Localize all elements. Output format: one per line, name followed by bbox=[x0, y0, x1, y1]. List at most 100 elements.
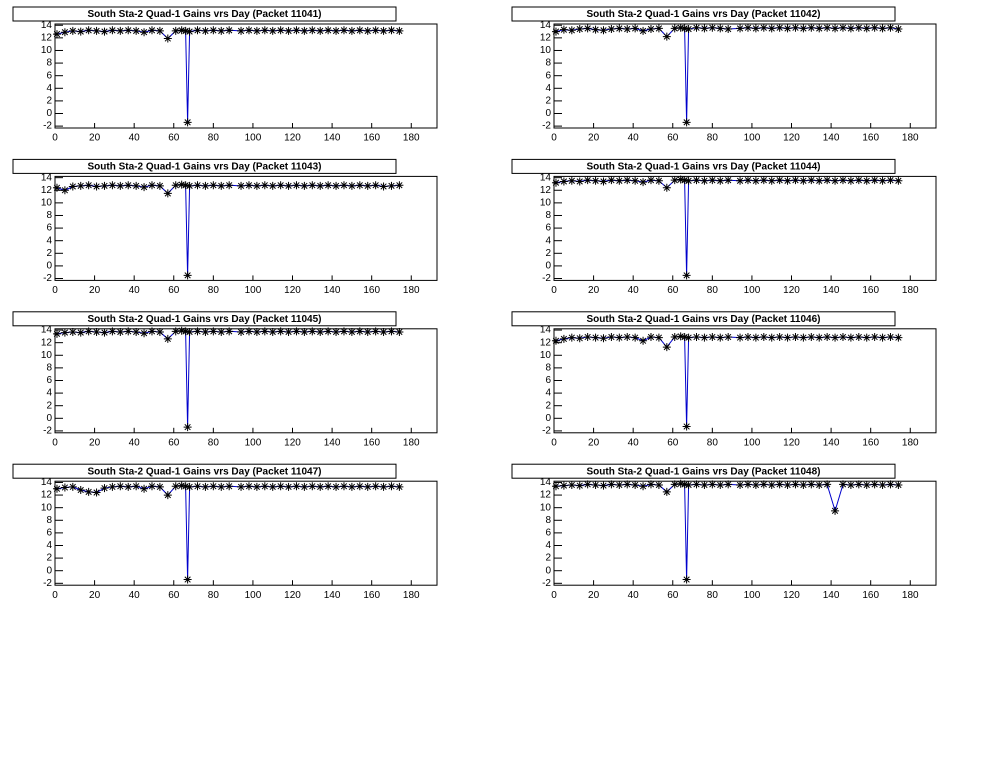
marker bbox=[185, 27, 194, 36]
marker bbox=[631, 333, 640, 342]
marker bbox=[646, 176, 655, 185]
marker bbox=[379, 327, 388, 336]
y-tick-label: 4 bbox=[545, 388, 551, 399]
marker bbox=[284, 482, 293, 491]
y-tick-label: 12 bbox=[41, 490, 53, 501]
marker bbox=[379, 482, 388, 491]
marker bbox=[284, 26, 293, 35]
marker bbox=[551, 482, 560, 491]
marker bbox=[870, 23, 879, 32]
y-tick-label: 2 bbox=[545, 248, 551, 259]
marker bbox=[736, 24, 745, 33]
marker bbox=[591, 176, 600, 185]
y-tick-label: 14 bbox=[540, 477, 552, 488]
marker bbox=[252, 181, 261, 190]
plot-frame bbox=[553, 175, 937, 281]
marker bbox=[379, 26, 388, 35]
marker bbox=[831, 176, 840, 185]
y-tick-label: 12 bbox=[41, 337, 53, 348]
marker bbox=[854, 23, 863, 32]
y-tick-label: 6 bbox=[545, 223, 551, 234]
marker bbox=[76, 27, 85, 36]
y-tick-label: 12 bbox=[540, 33, 552, 44]
marker bbox=[387, 327, 396, 336]
marker bbox=[670, 24, 679, 33]
y-tick-label: 10 bbox=[41, 45, 53, 56]
y-tick-label: 8 bbox=[545, 58, 551, 69]
marker bbox=[308, 181, 317, 190]
marker bbox=[347, 181, 356, 190]
x-tick-label: 60 bbox=[168, 133, 180, 144]
marker bbox=[268, 181, 277, 190]
marker bbox=[831, 506, 840, 515]
marker bbox=[838, 332, 847, 341]
marker bbox=[363, 181, 372, 190]
title-box bbox=[511, 6, 896, 22]
marker bbox=[615, 480, 624, 489]
marker bbox=[260, 327, 269, 336]
marker bbox=[575, 481, 584, 490]
marker bbox=[60, 483, 69, 492]
marker bbox=[395, 181, 404, 190]
chart-title: South Sta-2 Quad-1 Gains vrs Day (Packet… bbox=[587, 314, 821, 325]
marker bbox=[371, 482, 380, 491]
y-tick-label: 0 bbox=[545, 413, 551, 424]
marker bbox=[862, 176, 871, 185]
marker bbox=[147, 482, 156, 491]
marker bbox=[838, 23, 847, 32]
marker bbox=[878, 176, 887, 185]
x-tick-label: 40 bbox=[129, 133, 141, 144]
marker bbox=[355, 181, 364, 190]
x-tick-label: 120 bbox=[284, 590, 301, 601]
y-tick-label: 0 bbox=[46, 565, 52, 576]
marker bbox=[783, 333, 792, 342]
x-tick-label: 0 bbox=[551, 285, 557, 296]
title-box bbox=[12, 311, 397, 327]
marker bbox=[838, 480, 847, 489]
marker bbox=[237, 181, 246, 190]
marker bbox=[700, 480, 709, 489]
y-tick-label: 8 bbox=[545, 210, 551, 221]
y-tick-label: -2 bbox=[43, 578, 52, 589]
marker bbox=[682, 575, 691, 584]
x-tick-label: 60 bbox=[168, 590, 180, 601]
marker bbox=[700, 24, 709, 33]
marker bbox=[68, 482, 77, 491]
marker bbox=[177, 326, 186, 335]
marker bbox=[201, 181, 210, 190]
marker bbox=[268, 482, 277, 491]
marker bbox=[355, 26, 364, 35]
marker bbox=[639, 178, 648, 187]
marker bbox=[332, 327, 341, 336]
x-tick-label: 100 bbox=[245, 590, 262, 601]
marker bbox=[676, 332, 685, 341]
marker bbox=[395, 327, 404, 336]
marker bbox=[662, 32, 671, 41]
marker bbox=[684, 333, 693, 342]
y-tick-label: 8 bbox=[46, 515, 52, 526]
y-tick-label: -2 bbox=[43, 426, 52, 437]
y-tick-label: 2 bbox=[46, 553, 52, 564]
title-box bbox=[511, 311, 896, 327]
y-tick-label: 6 bbox=[46, 375, 52, 386]
y-tick-label: 4 bbox=[46, 388, 52, 399]
x-tick-label: 180 bbox=[403, 590, 420, 601]
x-tick-label: 40 bbox=[628, 437, 640, 448]
y-tick-label: -2 bbox=[542, 121, 551, 132]
marker bbox=[767, 176, 776, 185]
y-tick-label: 0 bbox=[545, 565, 551, 576]
marker bbox=[276, 482, 285, 491]
x-tick-label: 100 bbox=[744, 437, 761, 448]
marker bbox=[759, 332, 768, 341]
x-tick-label: 100 bbox=[245, 285, 262, 296]
x-tick-label: 60 bbox=[667, 590, 679, 601]
marker bbox=[646, 332, 655, 341]
marker bbox=[260, 482, 269, 491]
marker bbox=[692, 176, 701, 185]
marker bbox=[583, 24, 592, 33]
x-tick-label: 100 bbox=[744, 590, 761, 601]
marker bbox=[52, 329, 61, 338]
marker bbox=[680, 332, 689, 341]
x-tick-label: 120 bbox=[284, 133, 301, 144]
y-tick-label: 8 bbox=[46, 363, 52, 374]
